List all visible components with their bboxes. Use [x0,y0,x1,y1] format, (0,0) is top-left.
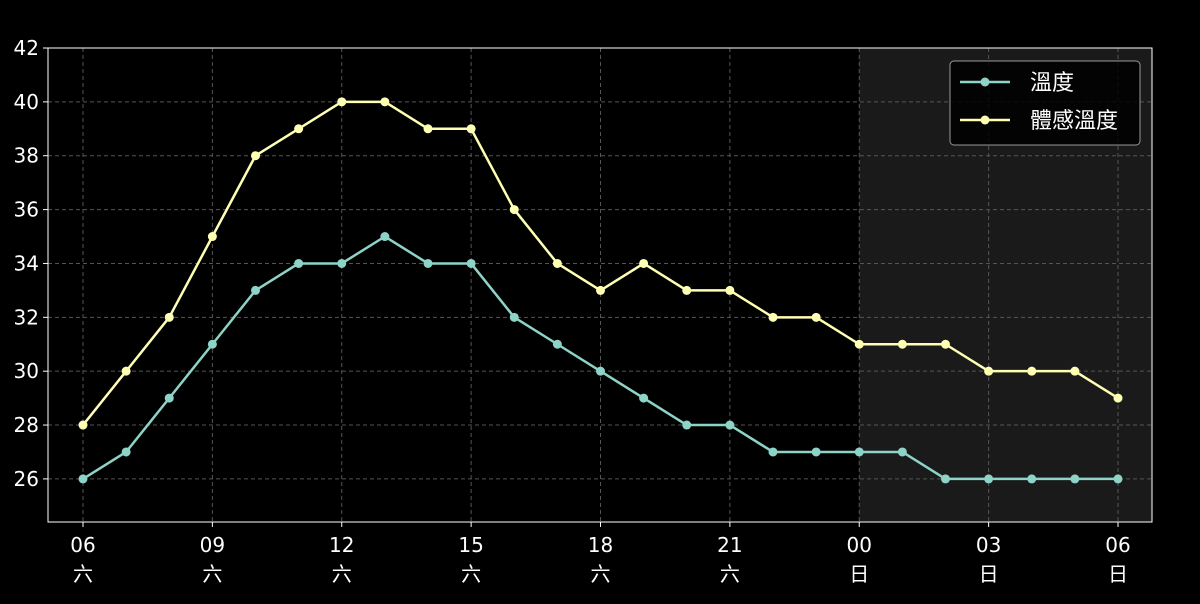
data-point-s0-5 [294,258,304,268]
y-tick-label: 30 [14,359,39,383]
y-tick-label: 34 [14,251,39,275]
data-point-s1-12 [596,285,605,295]
data-point-s1-5 [294,124,304,134]
data-point-s0-4 [251,285,260,295]
y-tick-label: 42 [14,36,39,60]
y-tick-label: 36 [14,198,39,222]
data-point-s1-7 [380,97,390,107]
y-tick-label: 26 [14,467,39,491]
data-point-s1-19 [897,339,907,349]
x-tick-label-day: 六 [591,562,611,586]
x-tick-label-hour: 21 [717,533,742,557]
axes-layer: 26 28 30 32 34 36 38 40 42 06 六 09 六 12 六 15 六 18 六 21 六 00 日 0… [14,36,1153,586]
x-tick-label-hour: 15 [458,533,483,557]
data-point-s0-20 [941,474,950,484]
data-point-s1-21 [984,366,994,376]
data-point-s0-7 [380,232,390,242]
data-point-s0-16 [768,447,778,457]
data-point-s1-4 [251,151,260,161]
data-point-s0-11 [552,339,562,349]
y-tick-label: 40 [14,90,39,114]
data-point-s0-17 [811,447,821,457]
data-point-s1-9 [466,124,476,134]
data-point-s1-3 [207,232,217,242]
x-tick-label-hour: 06 [1105,533,1130,557]
data-point-s1-14 [682,285,692,295]
x-tick-label-day: 日 [1108,562,1128,586]
data-point-s1-11 [552,258,562,268]
y-tick-label: 32 [14,305,39,329]
data-point-s0-12 [596,366,605,376]
data-point-s0-19 [897,447,907,457]
x-tick-label-hour: 03 [976,533,1001,557]
data-point-s1-20 [941,339,950,349]
data-point-s1-16 [768,312,778,322]
data-point-s0-1 [121,447,131,457]
y-tick-label: 38 [14,144,39,168]
data-point-s0-2 [164,393,174,403]
data-point-s1-10 [509,205,519,215]
legend-label-1: 體感溫度 [1030,109,1118,134]
data-point-s1-8 [423,124,433,134]
x-tick-label-day: 日 [979,562,999,586]
data-point-s0-18 [854,447,864,457]
legend-swatch-marker-0 [980,77,990,87]
data-point-s0-24 [1113,474,1123,484]
y-tick-label: 28 [14,413,39,437]
data-point-s1-24 [1113,393,1123,403]
data-point-s1-17 [811,312,821,322]
x-tick-label-day: 六 [720,562,740,586]
data-point-s0-23 [1070,474,1080,484]
x-tick-label-day: 日 [849,562,869,586]
data-point-s0-3 [207,339,217,349]
data-point-s0-0 [78,474,88,484]
data-point-s0-13 [639,393,649,403]
x-tick-label-day: 六 [461,562,481,586]
x-tick-label-day: 六 [73,562,93,586]
data-point-s1-2 [164,312,174,322]
data-point-s0-21 [984,474,994,484]
data-point-s0-15 [725,420,735,430]
data-point-s1-0 [78,420,88,430]
data-point-s0-9 [466,258,476,268]
data-point-s1-1 [121,366,131,376]
legend-swatch-marker-1 [980,115,990,125]
legend-label-0: 溫度 [1030,71,1074,96]
data-point-s0-14 [682,420,692,430]
x-tick-label-hour: 00 [847,533,872,557]
data-point-s0-8 [423,258,433,268]
data-point-s0-10 [509,312,519,322]
data-point-s1-13 [639,258,649,268]
data-point-s0-22 [1027,474,1037,484]
x-tick-label-day: 六 [332,562,352,586]
x-tick-label-hour: 18 [588,533,613,557]
series-layer [78,97,1123,484]
x-tick-label-hour: 12 [329,533,354,557]
data-point-s0-6 [337,258,347,268]
x-tick-label-hour: 09 [200,533,225,557]
x-tick-label-day: 六 [202,562,222,586]
data-point-s1-6 [337,97,347,107]
x-tick-label-hour: 06 [70,533,95,557]
data-point-s1-23 [1070,366,1080,376]
data-point-s1-22 [1027,366,1037,376]
data-point-s1-15 [725,285,735,295]
data-point-s1-18 [854,339,864,349]
